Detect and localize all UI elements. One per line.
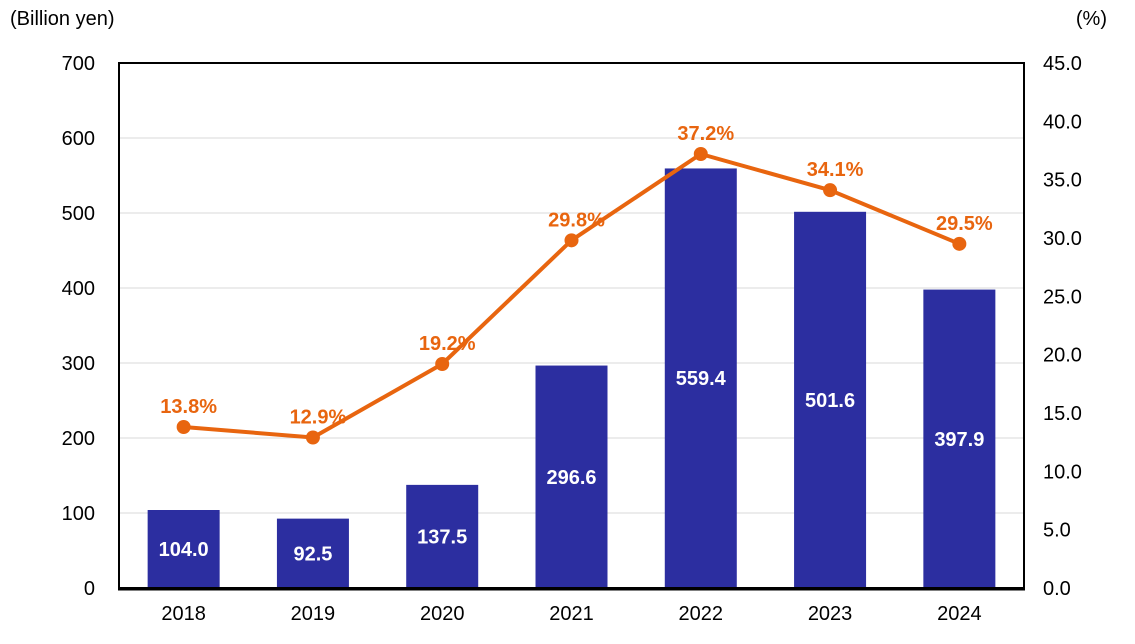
x-axis-tick-2020: 2020 <box>420 603 465 625</box>
marker-2020 <box>435 357 450 371</box>
left-axis-tick-600: 600 <box>62 128 95 150</box>
marker-2018 <box>176 420 191 434</box>
bar-label-2022: 559.4 <box>676 368 727 390</box>
bar-2018 <box>147 510 220 588</box>
x-axis-tick-2023: 2023 <box>808 603 853 625</box>
right-axis-tick-10.0: 10.0 <box>1043 461 1082 483</box>
bar-2022 <box>664 168 737 588</box>
marker-2022 <box>693 147 708 161</box>
line-label-2020: 19.2% <box>419 333 476 355</box>
left-axis-tick-0: 0 <box>84 578 95 600</box>
left-axis-tick-700: 700 <box>62 53 95 75</box>
x-axis-tick-2019: 2019 <box>291 603 336 625</box>
bar-label-2020: 137.5 <box>417 526 467 548</box>
bar-2020 <box>406 484 479 588</box>
bar-2021 <box>535 365 608 588</box>
marker-2024 <box>952 236 967 251</box>
right-axis-tick-30.0: 30.0 <box>1043 228 1082 250</box>
right-axis-tick-20.0: 20.0 <box>1043 345 1082 367</box>
right-axis-tick-0.0: 0.0 <box>1043 578 1071 600</box>
marker-2021 <box>564 233 579 248</box>
left-axis-tick-200: 200 <box>62 428 95 450</box>
right-axis-tick-35.0: 35.0 <box>1043 170 1082 192</box>
bar-label-2021: 296.6 <box>546 467 596 489</box>
right-axis-tick-40.0: 40.0 <box>1043 111 1082 133</box>
right-axis-tick-5.0: 5.0 <box>1043 520 1071 542</box>
left-axis-tick-100: 100 <box>62 503 95 525</box>
right-axis-tick-45.0: 45.0 <box>1043 53 1082 75</box>
marker-2023 <box>823 183 838 198</box>
right-axis-tick-15.0: 15.0 <box>1043 403 1082 425</box>
bar-label-2019: 92.5 <box>293 543 332 565</box>
line-label-2018: 13.8% <box>160 396 217 418</box>
marker-2019 <box>305 430 320 445</box>
right-axis-title: (%) <box>1075 8 1107 30</box>
line-label-2023: 34.1% <box>807 159 864 181</box>
left-axis-title: (Billion yen) <box>10 8 115 30</box>
bar-2023 <box>794 211 867 589</box>
line-label-2024: 29.5% <box>936 213 993 235</box>
line-label-2021: 29.8% <box>548 209 605 231</box>
x-axis-tick-2022: 2022 <box>679 603 724 625</box>
left-axis-tick-300: 300 <box>62 353 95 375</box>
bar-2024 <box>923 289 996 588</box>
bar-label-2023: 501.6 <box>805 390 855 412</box>
x-axis-tick-2018: 2018 <box>161 603 206 625</box>
x-axis-tick-2024: 2024 <box>937 603 982 625</box>
bar-label-2024: 397.9 <box>934 429 984 451</box>
left-axis-tick-500: 500 <box>62 203 95 225</box>
bar-2019 <box>276 518 349 588</box>
line-label-2019: 12.9% <box>290 407 347 429</box>
right-axis-tick-25.0: 25.0 <box>1043 286 1082 308</box>
line-label-2022: 37.2% <box>677 123 734 145</box>
x-axis-tick-2021: 2021 <box>549 603 594 625</box>
bar-label-2018: 104.0 <box>159 539 209 561</box>
left-axis-tick-400: 400 <box>62 278 95 300</box>
